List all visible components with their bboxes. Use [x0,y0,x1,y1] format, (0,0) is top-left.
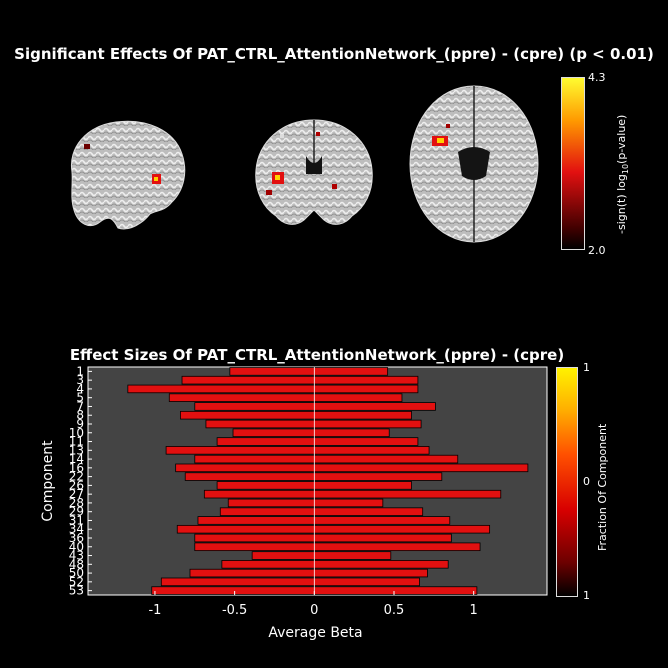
y-tick-label: 16 [69,461,84,475]
y-tick-label: 48 [69,557,84,571]
bar-component-7 [194,402,436,411]
colorbar-min-label: 2.0 [588,244,606,257]
activation-blob [332,184,337,189]
y-tick-label: 22 [69,470,84,484]
y-tick-label: 13 [69,443,84,457]
fraction-colorbar-top-label: 1 [583,361,590,374]
bar-component-11 [216,437,419,446]
activation-blob [316,132,320,136]
y-tick-label: 36 [69,531,84,545]
bar-component-14 [194,454,459,464]
y-tick-label: 4 [76,382,84,396]
y-tick-label: 26 [69,478,84,492]
bar-component-43 [251,551,392,560]
axial-brain-slice [409,85,539,243]
bar-component-48 [221,560,449,569]
activation-blob [275,175,280,180]
y-tick-label: 31 [69,513,84,527]
activation-blob [437,138,444,143]
y-tick-label: 53 [69,584,84,598]
bar-component-40 [194,542,481,552]
bar-component-28 [227,498,384,508]
chart-title: Effect Sizes Of PAT_CTRL_AttentionNetwor… [69,346,565,364]
x-tick-label: 1 [470,603,478,618]
y-tick-label: 5 [76,391,84,405]
y-tick-label: 40 [69,540,84,554]
bar-component-16 [175,463,529,473]
y-tick-label: 10 [69,426,84,440]
activation-blob [446,124,450,128]
bar-component-4 [127,384,419,394]
fraction-colorbar-mid-label: 0 [583,475,590,488]
y-tick-label: 7 [76,399,84,413]
x-tick-label: -1 [148,603,161,618]
bar-component-31 [197,516,451,525]
y-tick-label: 29 [69,505,84,519]
y-tick-label: 1 [76,364,84,378]
x-axis-label: Average Beta [268,625,362,641]
y-tick-label: 11 [69,435,84,449]
bar-component-34 [176,524,491,534]
y-tick-label: 3 [76,373,84,387]
bar-component-3 [181,375,419,385]
activation-blob [266,190,272,195]
y-tick-label: 14 [69,452,84,466]
bar-component-52 [160,577,420,587]
x-tick-label: -0.5 [222,603,247,618]
fraction-colorbar [556,367,578,597]
activation-blob [84,144,90,149]
fraction-colorbar-title: Fraction Of Component [596,423,609,551]
y-tick-label: 43 [69,549,84,563]
activation-blob [154,177,158,181]
fraction-colorbar-bottom-label: 1 [583,589,590,602]
y-tick-label: 9 [76,417,84,431]
colorbar-max-label: 4.3 [588,71,606,84]
y-tick-label: 8 [76,408,84,422]
pvalue-colorbar [561,77,585,250]
x-tick-label: 0.5 [384,603,405,618]
bar-component-13 [165,446,430,455]
bar-component-22 [184,472,443,481]
bar-component-9 [205,419,422,429]
bar-component-36 [194,533,452,543]
y-tick-label: 50 [69,566,84,580]
y-tick-label: 27 [69,487,84,501]
bar-component-1 [229,367,389,376]
coronal-brain-slice [255,119,373,225]
bar-component-10 [232,428,390,438]
y-tick-label: 34 [69,522,84,536]
brain-panel-title: Significant Effects Of PAT_CTRL_Attentio… [14,45,654,63]
y-tick-label: 52 [69,575,84,589]
sagittal-brain-slice [70,120,186,230]
y-axis-label: Component [40,440,56,522]
bar-component-50 [189,568,428,578]
bar-component-8 [180,410,412,420]
bar-component-27 [203,489,502,499]
bar-component-5 [168,393,403,402]
y-tick-label: 28 [69,496,84,510]
x-tick-label: 0 [310,603,318,618]
bar-component-29 [219,507,424,516]
